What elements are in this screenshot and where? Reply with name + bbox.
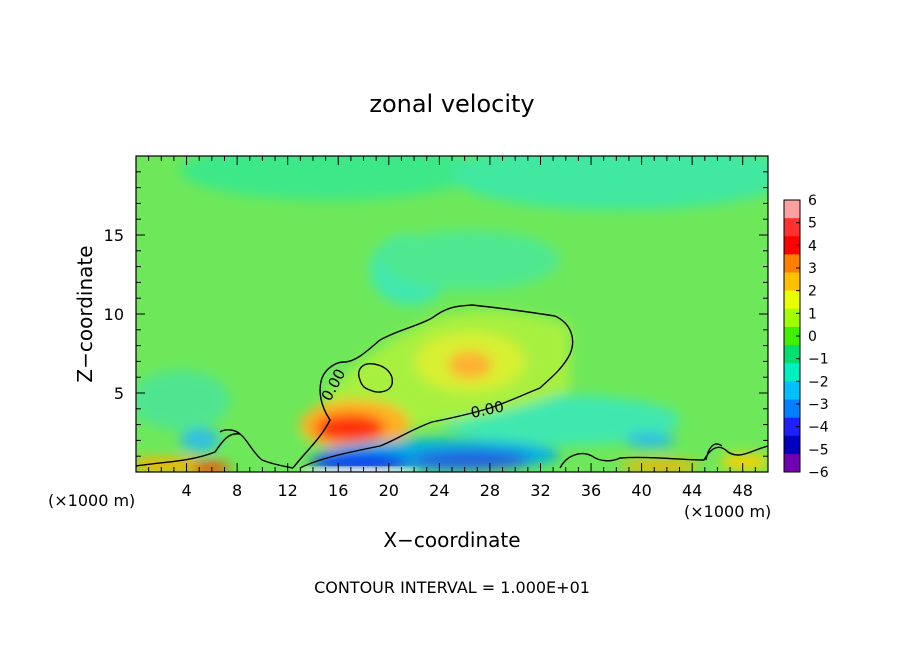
colorbar: 6 5 4 3 2 1 0 −1 −2 −3 −4 −5 −6 <box>783 193 829 481</box>
colorbar-swatch <box>784 272 800 291</box>
colorbar-swatch <box>784 308 800 328</box>
colorbar-swatch <box>784 236 800 255</box>
colorbar-label: −4 <box>808 420 829 436</box>
x-tick-label: 32 <box>530 481 550 500</box>
plot-area: 0.00 0.00 <box>136 156 768 472</box>
field-shading <box>136 156 768 472</box>
x-tick-label: 40 <box>631 481 651 500</box>
x-tick-label: 24 <box>429 481 449 500</box>
colorbar-label: 2 <box>808 284 817 300</box>
x-tick-label: 28 <box>480 481 500 500</box>
colorbar-label: 3 <box>808 261 817 277</box>
colorbar-swatch <box>784 399 800 418</box>
colorbar-swatch <box>784 218 800 237</box>
x-tick-label: 20 <box>379 481 399 500</box>
colorbar-swatch <box>784 200 800 219</box>
zero-contours <box>136 304 768 469</box>
y-tick-label: 10 <box>104 305 124 324</box>
colorbar-label: −5 <box>808 442 829 458</box>
colorbar-label: 5 <box>808 216 817 232</box>
colorbar-label: −1 <box>808 352 829 368</box>
colorbar-label: 0 <box>808 329 817 345</box>
x-tick-label: 44 <box>682 481 702 500</box>
x-tick-label: 4 <box>181 481 191 500</box>
colorbar-swatch <box>784 326 800 346</box>
colorbar-swatch <box>784 290 800 310</box>
x-tick-label: 16 <box>328 481 348 500</box>
colorbar-label: 4 <box>808 238 817 254</box>
colorbar-label: −2 <box>808 374 829 390</box>
x-unit-left: (×1000 m) <box>48 491 135 510</box>
chart-title: zonal velocity <box>369 90 534 118</box>
x-axis-label: X−coordinate <box>383 528 520 552</box>
colorbar-label: −6 <box>808 465 829 481</box>
colorbar-swatch <box>784 254 800 273</box>
x-tick-label: 48 <box>733 481 753 500</box>
surface-max-core <box>300 467 420 472</box>
colorbar-swatch <box>784 381 800 400</box>
x-unit-right: (×1000 m) <box>684 502 771 521</box>
colorbar-swatch <box>784 417 800 437</box>
colorbar-label: 6 <box>808 193 817 209</box>
x-tick-label: 8 <box>232 481 242 500</box>
colorbar-label: 1 <box>808 306 817 322</box>
x-axis-tick-labels: 4 8 12 16 20 24 28 32 36 40 44 48 <box>181 481 752 500</box>
x-tick-label: 12 <box>278 481 298 500</box>
colorbar-swatch <box>784 345 800 364</box>
colorbar-label: −3 <box>808 397 829 413</box>
x-tick-label: 36 <box>581 481 601 500</box>
y-axis-tick-labels: 5 10 15 <box>104 226 124 403</box>
colorbar-swatch <box>784 435 800 455</box>
axis-ticks <box>136 156 768 472</box>
y-tick-label: 15 <box>104 226 124 245</box>
contour-interval-note: CONTOUR INTERVAL = 1.000E+01 <box>314 578 590 597</box>
colorbar-swatch <box>784 453 800 473</box>
y-axis-label: Z−coordinate <box>73 245 97 382</box>
y-tick-label: 5 <box>114 384 124 403</box>
colorbar-swatch <box>784 363 800 382</box>
